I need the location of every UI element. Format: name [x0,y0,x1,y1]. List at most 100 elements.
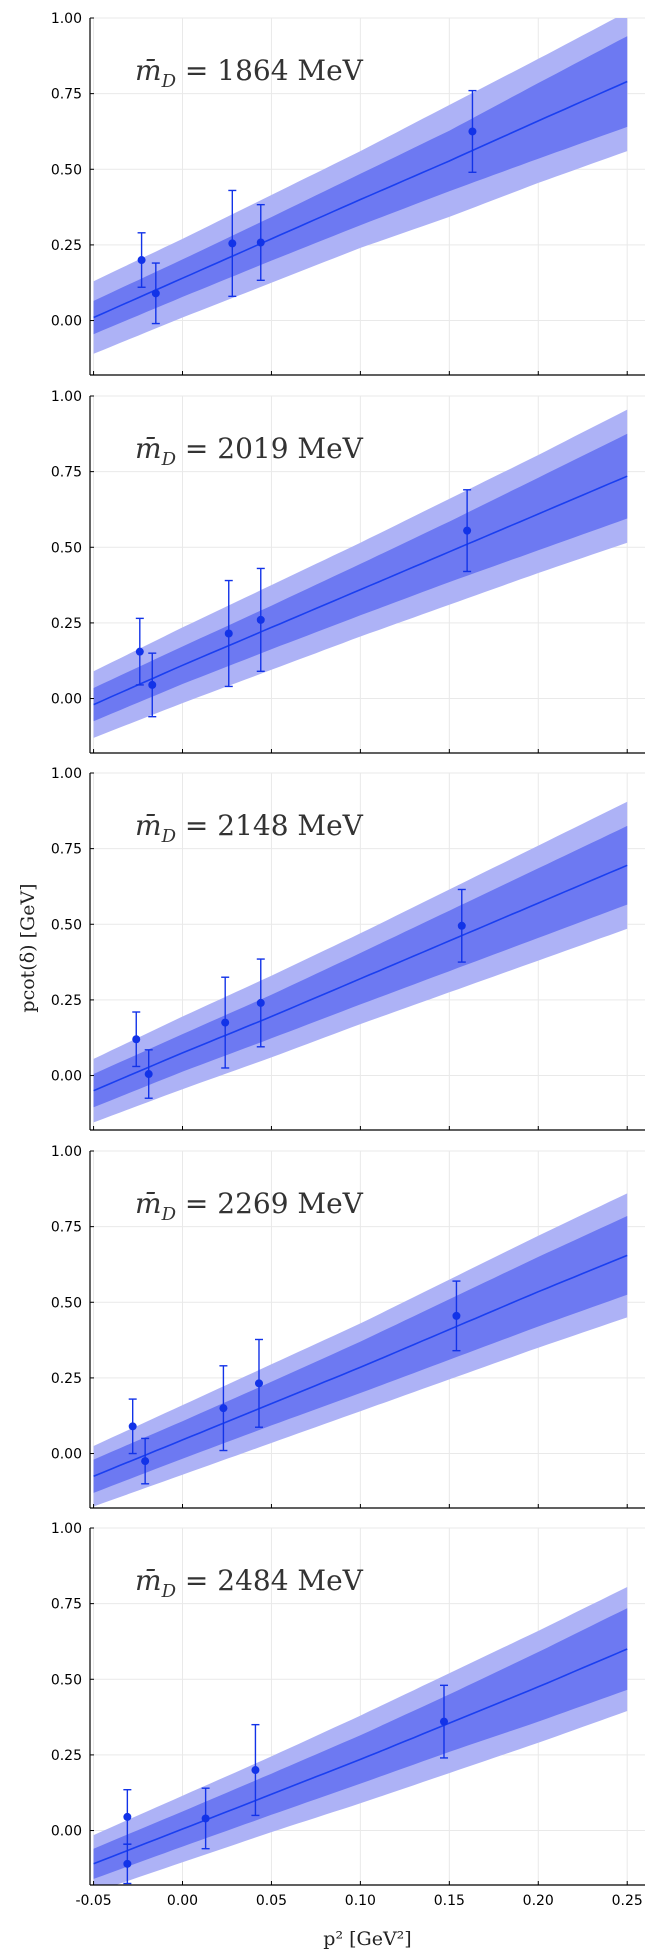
x-tick-label: 0.00 [167,1893,198,1909]
y-tick-label: 0.75 [51,465,82,481]
x-tick-label: 0.20 [523,1893,554,1909]
fit-line [93,864,628,1092]
point-marker [137,256,146,265]
panel-5: 0.00 0.25 0.50 0.75 1.00 -0.05 0.00 0.05 0.10 0.1… [51,1521,645,1909]
data-point [128,1398,137,1455]
band-inner [93,433,628,722]
y-tick-label: 0.25 [51,238,82,254]
data-point [123,1843,132,1885]
y-tick-label: 0.00 [51,1824,82,1840]
y-axis-label: pcot(δ) [GeV] [17,883,39,1012]
panel-annotation: m̄D = 2484 MeV [135,1564,364,1602]
point-marker [123,1859,132,1868]
point-marker [151,289,160,298]
point-marker [144,1070,153,1079]
data-point [256,958,265,1048]
y-tick-label: 0.75 [51,1220,82,1236]
data-point [256,567,265,673]
data-point [137,232,146,288]
point-marker [256,998,265,1007]
point-marker [463,526,472,535]
point-marker [228,239,237,248]
data-point [221,976,230,1069]
panel-annotation: m̄D = 2269 MeV [135,1187,364,1225]
x-tick-label: 0.25 [612,1893,643,1909]
panel-4: 0.00 0.25 0.50 0.75 1.00 m̄D = 2269 MeV [51,1144,645,1509]
y-tick-label: 0.25 [51,616,82,632]
point-marker [254,1379,263,1388]
point-marker [201,1814,210,1823]
y-tick-label: 0.00 [51,1447,82,1463]
data-point [439,1684,448,1759]
y-tick-label: 0.75 [51,87,82,103]
y-tick-label: 0.50 [51,1295,82,1311]
data-point [256,203,265,282]
point-marker [439,1717,448,1726]
fit-line [93,475,628,706]
y-tick-label: 0.00 [51,1069,82,1085]
data-point [151,262,160,325]
data-point [144,1049,153,1099]
point-marker [141,1457,150,1466]
point-marker [128,1422,137,1431]
y-tick-label: 0.25 [51,1748,82,1764]
y-tick-label: 0.75 [51,842,82,858]
fit-line [93,80,628,319]
y-tick-label: 1.00 [51,389,82,405]
panel-3: 0.00 0.25 0.50 0.75 1.00 m̄D = 2148 MeV [51,766,645,1131]
data-point [141,1437,150,1485]
point-marker [148,680,157,689]
band-inner [93,36,628,335]
panel-annotation: m̄D = 2148 MeV [135,809,364,847]
y-tick-label: 0.00 [51,692,82,708]
data-point [251,1723,260,1817]
y-tick-label: 1.00 [51,1144,82,1160]
x-tick-label: -0.05 [75,1893,111,1909]
y-tick-label: 1.00 [51,11,82,27]
panel-annotation: m̄D = 2019 MeV [135,432,364,470]
point-marker [256,615,265,624]
data-point [135,617,144,686]
point-marker [135,647,144,656]
point-marker [468,127,477,136]
panel-2: 0.00 0.25 0.50 0.75 1.00 m̄D = 2019 MeV [51,389,645,754]
data-point [457,888,466,963]
y-tick-label: 0.50 [51,1672,82,1688]
panel-annotation: m̄D = 1864 MeV [135,54,364,92]
y-tick-label: 0.00 [51,314,82,330]
data-point [219,1365,228,1452]
y-tick-label: 1.00 [51,1521,82,1537]
point-marker [256,238,265,247]
y-tick-label: 0.50 [51,540,82,556]
x-tick-label: 0.05 [256,1893,287,1909]
fit-line [93,1648,628,1865]
data-point [224,579,233,688]
band-inner [93,825,628,1108]
y-tick-label: 1.00 [51,766,82,782]
point-marker [221,1018,230,1027]
x-tick-label: 0.15 [434,1893,465,1909]
data-point [463,489,472,573]
x-tick-label: 0.10 [345,1893,376,1909]
y-tick-label: 0.50 [51,162,82,178]
data-point [468,89,477,173]
data-point [148,652,157,718]
point-marker [224,629,233,638]
point-marker [123,1812,132,1821]
x-axis-label: p² [GeV²] [323,1928,411,1950]
data-point [452,1280,461,1352]
y-tick-label: 0.25 [51,993,82,1009]
point-marker [251,1766,260,1775]
point-marker [132,1035,141,1044]
y-tick-label: 0.50 [51,917,82,933]
band-inner [93,1216,628,1493]
y-tick-label: 0.25 [51,1371,82,1387]
point-marker [452,1311,461,1320]
data-point [228,189,237,298]
data-point [132,1011,141,1068]
data-point [201,1787,210,1850]
data-point [254,1338,263,1428]
point-marker [219,1404,228,1413]
y-tick-label: 0.75 [51,1597,82,1613]
panel-1: 0.00 0.25 0.50 0.75 1.00 m̄D = 1864 MeV [51,11,645,376]
